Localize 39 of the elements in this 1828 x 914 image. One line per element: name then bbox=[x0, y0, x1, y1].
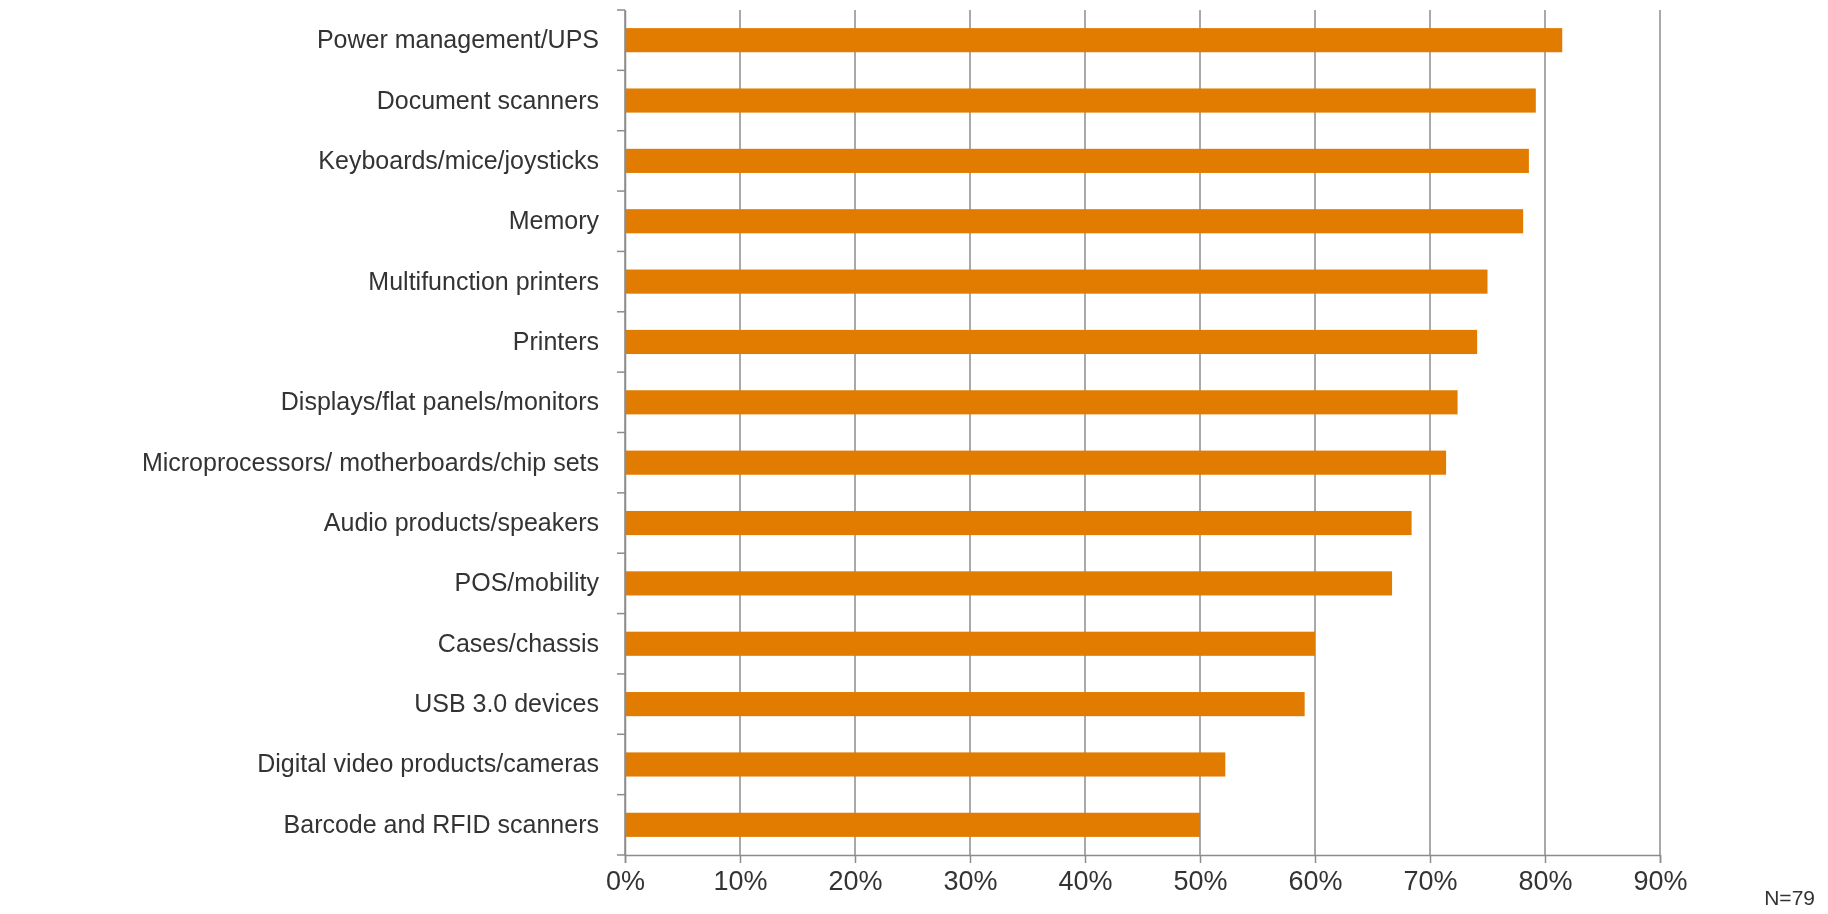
y-tick-label: Digital video products/cameras bbox=[257, 749, 599, 778]
y-tick-label: USB 3.0 devices bbox=[414, 689, 599, 718]
bar bbox=[625, 752, 1226, 777]
y-tick-label: Printers bbox=[512, 326, 599, 355]
bar bbox=[625, 571, 1393, 596]
bar bbox=[625, 510, 1412, 536]
x-tick-label: 30% bbox=[943, 866, 998, 897]
bar bbox=[625, 450, 1447, 475]
bar bbox=[625, 209, 1524, 234]
bar bbox=[625, 812, 1200, 837]
y-tick-label: Microprocessors/ motherboards/chip sets bbox=[141, 447, 599, 476]
x-tick-label: 80% bbox=[1518, 866, 1573, 897]
bar bbox=[625, 631, 1315, 656]
bar bbox=[625, 28, 1563, 53]
y-tick-label: Cases/chassis bbox=[437, 628, 599, 657]
text: N=79 bbox=[1764, 886, 1815, 909]
x-tick-label: 20% bbox=[828, 866, 883, 897]
bar bbox=[625, 390, 1458, 415]
y-tick-label: Multifunction printers bbox=[368, 266, 599, 295]
y-tick-label: Barcode and RFID scanners bbox=[283, 809, 599, 838]
x-tick-label: 60% bbox=[1288, 866, 1343, 897]
y-tick-label: Power management/UPS bbox=[316, 25, 599, 54]
y-tick-label: Displays/flat panels/monitors bbox=[280, 387, 599, 416]
y-tick-label: Document scanners bbox=[376, 85, 599, 114]
x-tick-label: 10% bbox=[713, 866, 768, 897]
y-tick-label: Audio products/speakers bbox=[323, 508, 599, 537]
x-tick-label: 50% bbox=[1173, 866, 1228, 897]
y-tick-label: POS/mobility bbox=[454, 568, 600, 597]
bar bbox=[625, 148, 1529, 173]
x-tick-label: 0% bbox=[605, 866, 646, 897]
y-tick-label: Memory bbox=[508, 206, 600, 235]
bar bbox=[625, 329, 1478, 355]
x-tick-label: 90% bbox=[1633, 866, 1688, 897]
x-tick-label: 40% bbox=[1058, 866, 1113, 897]
bar bbox=[625, 692, 1305, 717]
bar bbox=[625, 269, 1488, 294]
y-tick-label: Keyboards/mice/joysticks bbox=[318, 145, 599, 174]
bar bbox=[625, 88, 1536, 113]
x-tick-label: 70% bbox=[1403, 866, 1458, 897]
